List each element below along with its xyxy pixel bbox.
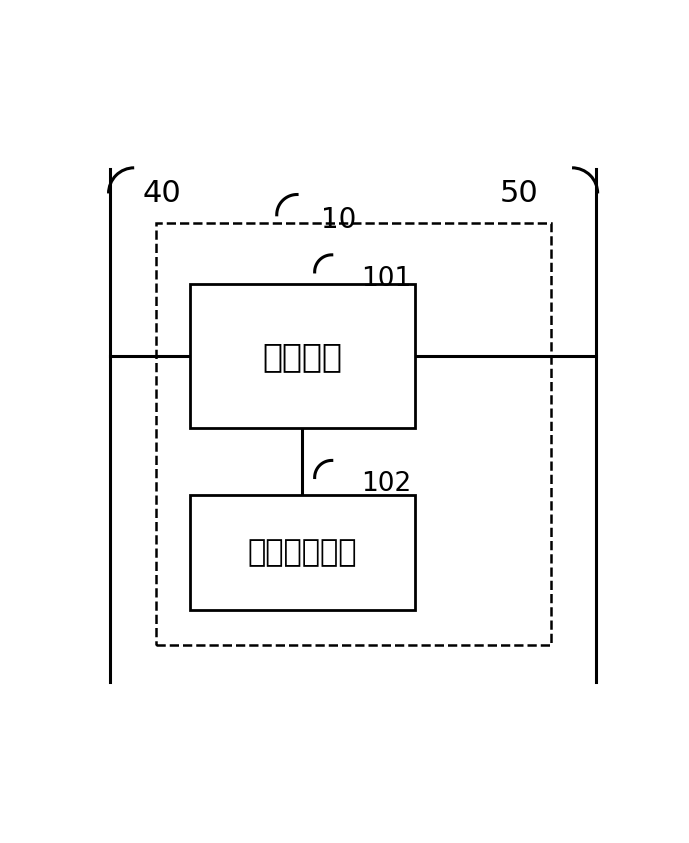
Text: 放大模块: 放大模块 (263, 340, 342, 373)
Text: 10: 10 (321, 207, 356, 234)
Bar (190, 495, 415, 610)
Bar (190, 284, 415, 428)
Text: 50: 50 (500, 179, 539, 208)
Text: 102: 102 (361, 471, 411, 497)
Text: 可控电源模块: 可控电源模块 (247, 538, 357, 567)
Bar (156, 223, 551, 645)
Text: 40: 40 (142, 179, 181, 208)
Text: 101: 101 (361, 266, 411, 292)
